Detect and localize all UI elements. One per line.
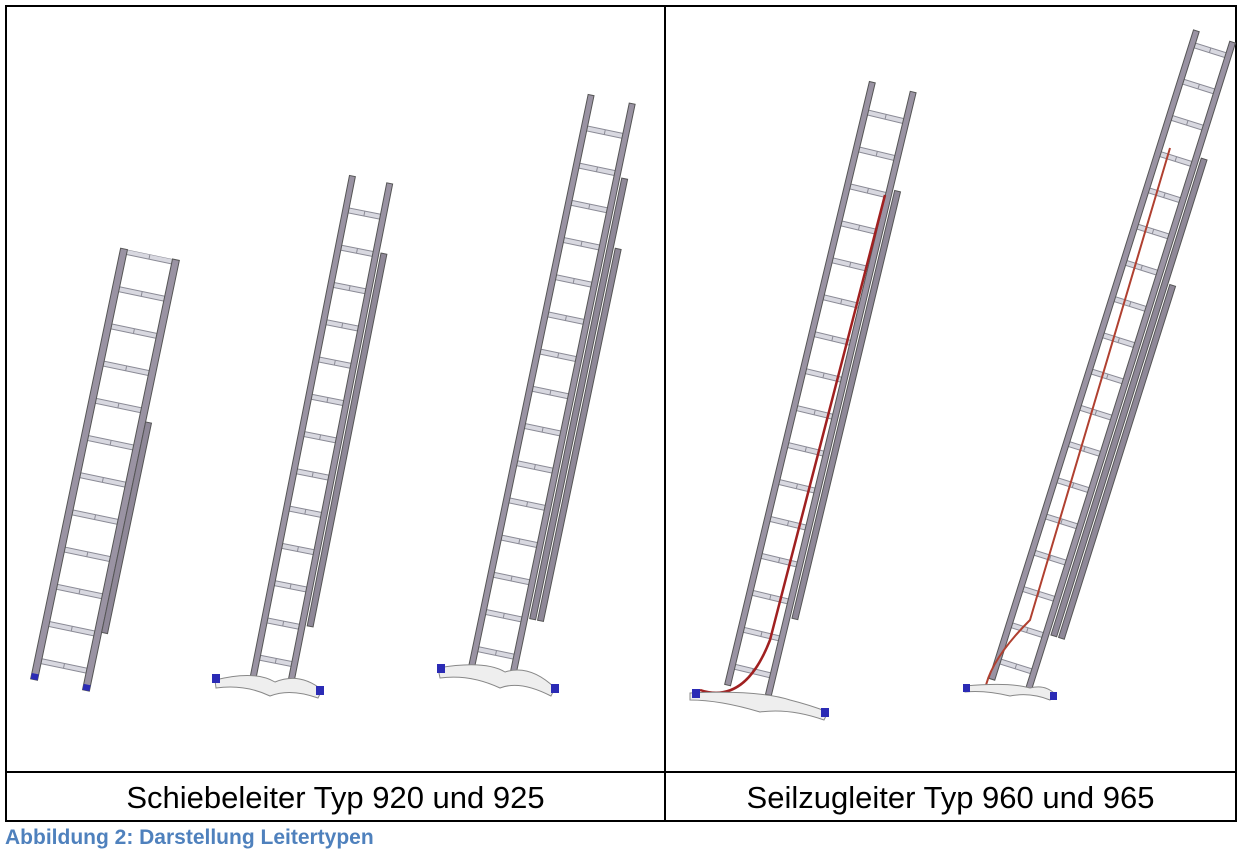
ladder-foot	[965, 684, 1055, 700]
figure-caption: Abbildung 2: Darstellung Leitertypen	[5, 826, 374, 850]
ladder-illustrations	[0, 0, 1243, 780]
ladder	[725, 82, 924, 698]
ladder-foot	[215, 675, 322, 698]
ladder	[250, 175, 400, 685]
ladder-foot	[690, 692, 828, 720]
page: Schiebeleiter Typ 920 und 925 Seilzuglei…	[0, 0, 1243, 853]
ladder	[989, 30, 1243, 697]
ladder	[31, 248, 186, 692]
ladder-foot	[438, 665, 555, 696]
ladder	[469, 94, 651, 680]
